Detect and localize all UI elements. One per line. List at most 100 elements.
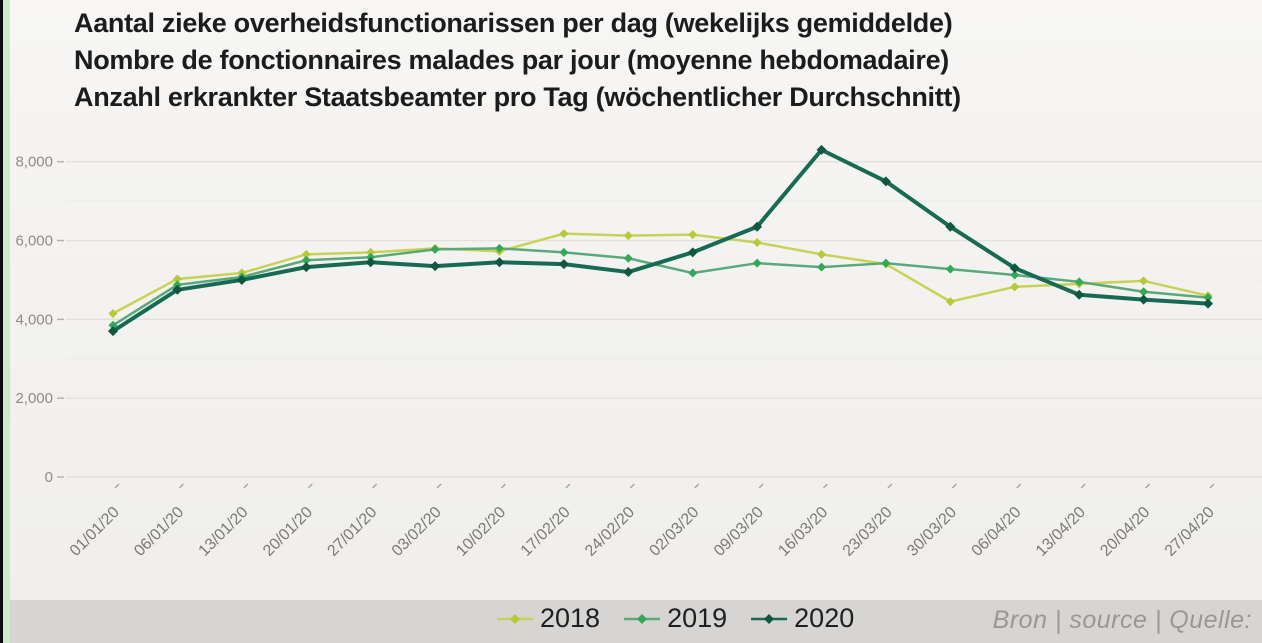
left-edge-green-strip xyxy=(3,0,10,643)
data-point-2018 xyxy=(172,274,182,284)
x-tick-label: 27/04/20 xyxy=(1162,504,1218,560)
x-tick-label: 10/02/20 xyxy=(453,504,509,560)
x-axis-tick xyxy=(629,483,635,489)
data-point-2019 xyxy=(945,264,955,274)
x-axis-tick xyxy=(887,483,893,489)
data-point-2019 xyxy=(623,253,633,263)
data-point-2018 xyxy=(559,229,569,239)
y-tick-label: 2,000 xyxy=(15,390,53,407)
legend-label: 2018 xyxy=(540,603,601,633)
x-axis-tick xyxy=(1080,483,1086,489)
data-point-2018 xyxy=(623,231,633,241)
x-tick-label: 16/03/20 xyxy=(775,504,831,560)
legend-marker-icon xyxy=(624,613,661,624)
data-point-2020 xyxy=(236,274,247,285)
data-point-2020 xyxy=(687,247,698,258)
data-point-2019 xyxy=(1203,293,1213,303)
x-axis-tick xyxy=(694,483,700,489)
data-point-2019 xyxy=(1010,270,1020,280)
data-point-2019 xyxy=(688,268,698,278)
chart-legend: 2018 2019 2020 xyxy=(497,603,854,634)
x-axis-tick xyxy=(178,483,184,489)
data-point-2020 xyxy=(816,144,827,155)
data-point-2020 xyxy=(752,221,763,232)
data-point-2019 xyxy=(1139,287,1149,297)
legend-item-2020: 2020 xyxy=(751,603,854,634)
data-point-2018 xyxy=(945,297,955,307)
x-tick-label: 09/03/20 xyxy=(711,504,767,560)
data-point-2020 xyxy=(623,267,634,278)
x-tick-label: 01/01/20 xyxy=(67,504,123,560)
data-point-2020 xyxy=(1203,298,1213,309)
data-point-2020 xyxy=(945,221,956,232)
data-point-2019 xyxy=(1074,277,1084,287)
legend-label: 2020 xyxy=(794,603,855,633)
data-point-2020 xyxy=(365,257,376,268)
data-point-2019 xyxy=(301,255,311,265)
data-point-2018 xyxy=(301,249,311,259)
data-point-2020 xyxy=(880,176,891,187)
data-point-2018 xyxy=(108,308,118,318)
x-tick-label: 13/01/20 xyxy=(196,504,252,560)
x-axis-tick xyxy=(1209,483,1215,489)
y-tick-label: 8,000 xyxy=(15,154,53,171)
x-axis-tick xyxy=(372,483,378,489)
x-axis-tick xyxy=(243,483,249,489)
data-point-2020 xyxy=(430,261,441,272)
data-point-2020 xyxy=(558,259,569,270)
x-tick-label: 13/04/20 xyxy=(1033,504,1089,560)
x-axis-tick xyxy=(822,483,829,489)
y-tick-label: 4,000 xyxy=(15,311,53,328)
series-line-2019 xyxy=(111,247,1210,327)
x-tick-label: 20/04/20 xyxy=(1097,504,1153,560)
x-tick-label: 24/02/20 xyxy=(582,504,638,560)
data-point-2020 xyxy=(172,284,183,295)
data-point-2018 xyxy=(752,237,762,247)
bottom-band xyxy=(0,600,1262,643)
legend-marker-icon xyxy=(751,613,788,624)
x-axis-tick xyxy=(500,483,507,489)
x-tick-label: 03/02/20 xyxy=(389,504,445,560)
data-point-2018 xyxy=(688,230,698,240)
x-axis-tick xyxy=(1016,483,1022,489)
data-point-2020 xyxy=(301,262,312,273)
legend-item-2019: 2019 xyxy=(624,603,727,634)
data-point-2018 xyxy=(1139,276,1149,286)
x-tick-label: 30/03/20 xyxy=(904,504,960,560)
legend-marker-icon xyxy=(497,613,533,624)
series-line-2018 xyxy=(111,232,1210,315)
x-tick-label: 02/03/20 xyxy=(646,504,702,560)
x-axis-tick xyxy=(565,483,571,489)
x-tick-label: 23/03/20 xyxy=(840,504,896,560)
data-point-2020 xyxy=(494,257,505,268)
data-point-2018 xyxy=(817,249,827,259)
data-point-2020 xyxy=(1009,263,1020,274)
chart-title: Aantal zieke overheidsfunctionarissen pe… xyxy=(74,5,961,116)
data-point-2018 xyxy=(1010,282,1020,292)
data-point-2020 xyxy=(1138,294,1149,305)
x-tick-label: 17/02/20 xyxy=(518,504,574,560)
source-attribution: Bron | source | Quelle: xyxy=(992,606,1252,634)
chart-title-german: Anzahl erkrankter Staatsbeamter pro Tag … xyxy=(74,82,961,112)
data-point-2019 xyxy=(752,258,762,268)
x-axis-tick xyxy=(114,483,120,489)
x-tick-label: 06/01/20 xyxy=(131,504,187,560)
x-tick-label: 20/01/20 xyxy=(260,504,316,560)
data-point-2018 xyxy=(366,247,376,257)
left-edge-black-strip xyxy=(0,0,3,643)
legend-label: 2019 xyxy=(667,603,728,633)
legend-item-2018: 2018 xyxy=(497,603,600,634)
y-tick-label: 6,000 xyxy=(15,233,53,250)
x-axis-tick xyxy=(758,483,764,489)
data-point-2019 xyxy=(881,258,891,268)
chart-title-french: Nombre de fonctionnaires malades par jou… xyxy=(74,45,949,75)
x-tick-label: 27/01/20 xyxy=(324,504,380,560)
y-tick-label: 0 xyxy=(45,469,53,486)
data-point-2020 xyxy=(108,326,118,337)
x-axis-tick xyxy=(307,483,313,489)
chart-title-dutch: Aantal zieke overheidsfunctionarissen pe… xyxy=(74,8,953,38)
x-axis-tick xyxy=(436,483,442,489)
x-axis-tick xyxy=(1145,483,1151,489)
